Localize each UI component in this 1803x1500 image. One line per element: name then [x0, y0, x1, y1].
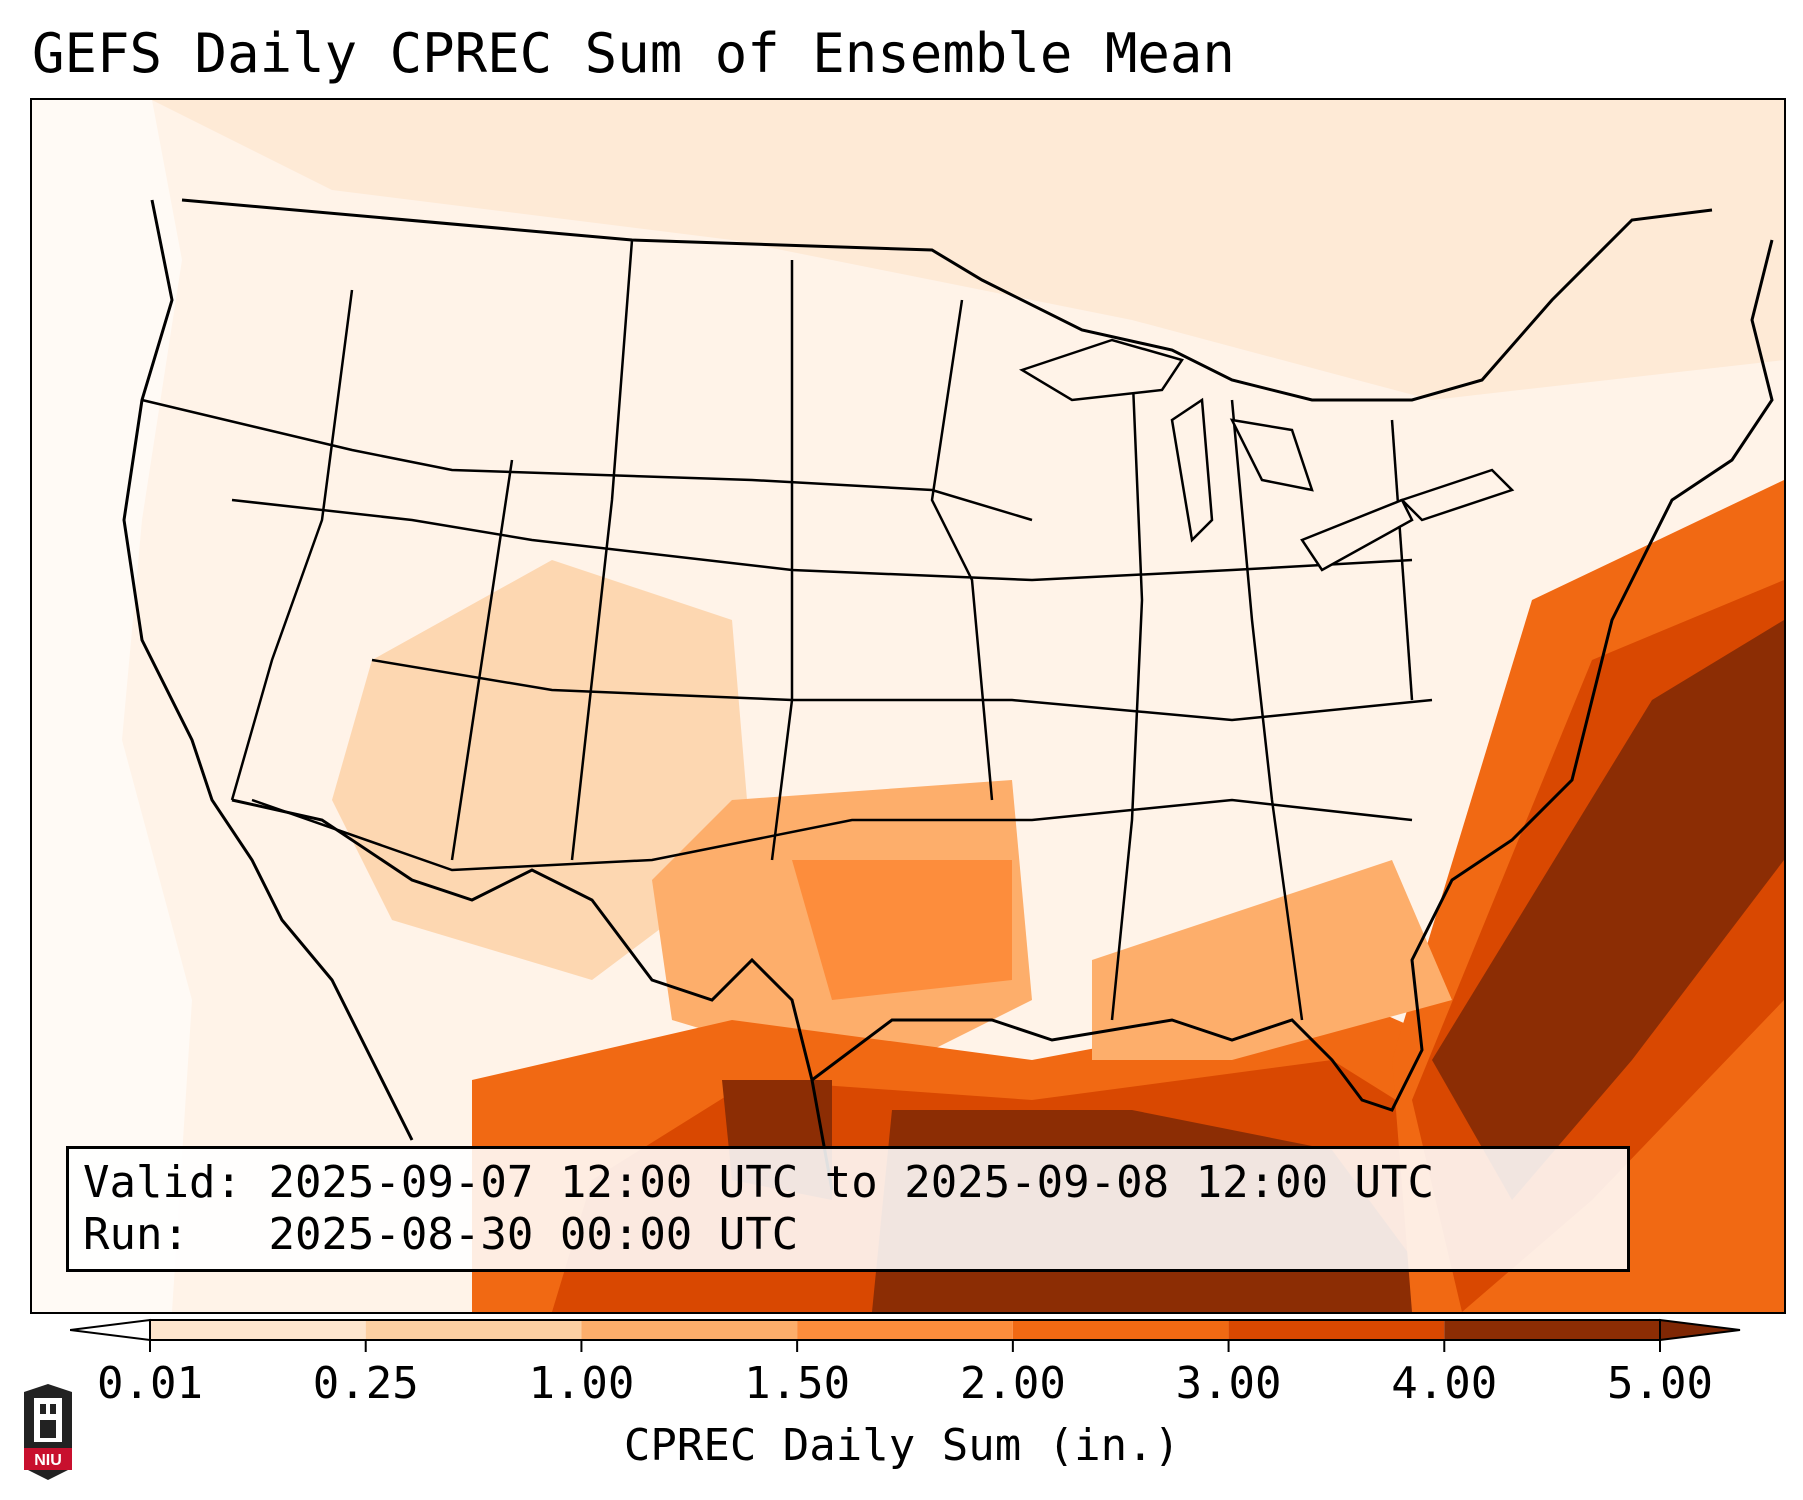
- colorbar-tick-label: 5.00: [1607, 1358, 1713, 1409]
- colorbar-tick-label: 2.00: [959, 1358, 1066, 1409]
- colorbar-segment: [797, 1320, 1013, 1340]
- run-row: Run: 2025-08-30 00:00 UTC: [83, 1209, 1613, 1261]
- colorbar-label: CPREC Daily Sum (in.): [623, 1420, 1181, 1471]
- state-borders: [141, 239, 1433, 1021]
- niu-logo-text: NIU: [34, 1452, 62, 1469]
- colorbar-tick-label: 3.00: [1175, 1358, 1282, 1409]
- run-value: 2025-08-30 00:00 UTC: [268, 1209, 799, 1260]
- precip-map: [30, 98, 1786, 1314]
- valid-label: Valid:: [83, 1157, 242, 1208]
- colorbar: [70, 1318, 1741, 1352]
- colorbar-tick-label: 4.00: [1391, 1358, 1498, 1409]
- colorbar-segment: [1444, 1320, 1660, 1340]
- colorbar-over-triangle: [1659, 1318, 1741, 1342]
- colorbar-tick-label: 0.25: [312, 1358, 419, 1409]
- colorbar-segment: [1228, 1320, 1445, 1340]
- colorbar-tick-label: 1.00: [528, 1358, 635, 1409]
- colorbar-segment: [581, 1320, 798, 1340]
- colorbar-segment: [365, 1320, 582, 1340]
- colorbar-tick-label: 1.50: [744, 1358, 851, 1409]
- colorbar-segment: [150, 1320, 366, 1340]
- great-lakes: [1019, 338, 1515, 572]
- colorbar-under-triangle: [70, 1318, 151, 1342]
- valid-value: 2025-09-07 12:00 UTC to 2025-09-08 12:00…: [268, 1157, 1435, 1208]
- colorbar-segment: [1012, 1320, 1229, 1340]
- country-borders: [122, 198, 1774, 1191]
- colorbar-tick-label: 0.01: [97, 1358, 203, 1409]
- map-canvas: [32, 100, 1784, 1312]
- valid-run-info-box: Valid: 2025-09-07 12:00 UTC to 2025-09-0…: [66, 1146, 1630, 1272]
- chart-title: GEFS Daily CPREC Sum of Ensemble Mean: [32, 22, 1235, 85]
- niu-logo: [24, 1384, 72, 1480]
- valid-row: Valid: 2025-09-07 12:00 UTC to 2025-09-0…: [83, 1157, 1613, 1209]
- run-label: Run:: [83, 1209, 189, 1260]
